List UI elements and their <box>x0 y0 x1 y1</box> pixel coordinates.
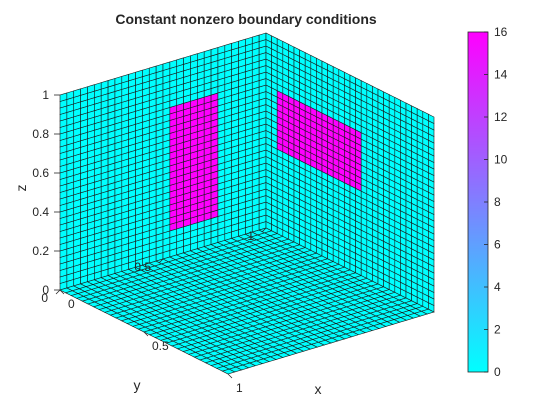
colorbar-tick-label: 6 <box>494 238 501 252</box>
x-tick-label: 0.5 <box>152 339 169 353</box>
colorbar-tick-label: 8 <box>494 195 501 209</box>
surface-plot <box>59 32 435 375</box>
colorbar-tick-label: 4 <box>494 280 501 294</box>
y-tick-label: 0.5 <box>134 260 151 274</box>
x-tick-mark <box>227 373 233 379</box>
y-axis-label: y <box>134 377 141 393</box>
z-tick-label: 0.2 <box>32 244 49 258</box>
z-tick-label: 0.8 <box>32 127 49 141</box>
colorbar-tick-label: 10 <box>494 153 508 167</box>
x-tick-label: 1 <box>236 381 243 395</box>
x-axis-label: x <box>315 381 322 397</box>
y-tick-label: 0 <box>41 291 48 305</box>
z-tick-label: 1 <box>42 88 49 102</box>
floor-cell <box>420 308 435 315</box>
colorbar-tick-label: 16 <box>494 25 508 39</box>
y-tick-mark <box>261 227 267 233</box>
chart-title: Constant nonzero boundary conditions <box>115 11 377 27</box>
x-tick-mark <box>59 289 65 295</box>
x-tick-mark <box>143 331 149 337</box>
z-axis-label: z <box>13 185 29 192</box>
z-tick-label: 0.4 <box>32 205 49 219</box>
colorbar-tick-label: 0 <box>494 365 501 379</box>
y-tick-label: 1 <box>247 229 254 243</box>
right-wall-cell <box>428 113 435 124</box>
colorbar-ticks: 0 2 4 6 8 10 12 14 16 <box>484 25 508 379</box>
x-tick-label: 0 <box>68 297 75 311</box>
colorbar-tick-label: 2 <box>494 323 501 337</box>
colorbar-tick-label: 12 <box>494 110 508 124</box>
colorbar-tick-label: 14 <box>494 68 508 82</box>
z-tick-label: 0.6 <box>32 166 49 180</box>
y-tick-mark <box>158 258 164 264</box>
y-tick-mark <box>55 289 61 295</box>
axis-ticks: 0 0.2 0.4 0.6 0.8 1 0 0.5 1 0 0.5 1 <box>32 88 267 395</box>
z-tick-label: 0 <box>42 283 49 297</box>
colorbar: 0 2 4 6 8 10 12 14 16 <box>467 25 508 379</box>
